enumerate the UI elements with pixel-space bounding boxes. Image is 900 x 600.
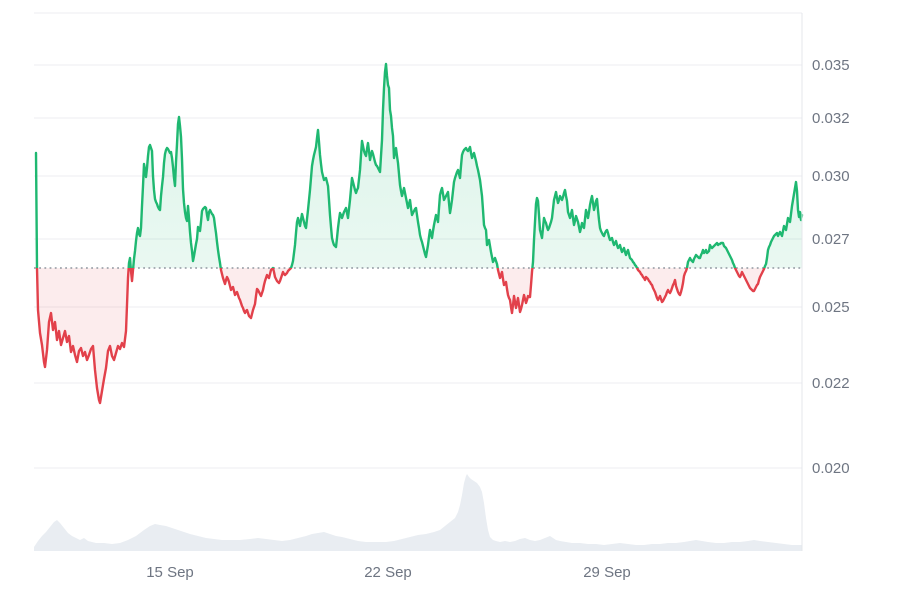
y-axis-label: 0.022 [812,375,850,392]
x-axis-label: 29 Sep [583,564,631,581]
y-axis-label: 0.020 [812,460,850,477]
y-axis-label: 0.030 [812,168,850,185]
x-axis-label: 22 Sep [364,564,412,581]
y-axis-label: 0.025 [812,299,850,316]
price-line-negative [35,268,766,405]
price-area-negative [36,268,802,403]
y-axis-label: 0.032 [812,110,850,127]
price-line-positive [34,62,804,268]
volume-area [34,474,802,551]
x-axis-label: 15 Sep [146,564,194,581]
y-axis-label: 0.035 [812,57,850,74]
y-axis-label: 0.027 [812,231,850,248]
